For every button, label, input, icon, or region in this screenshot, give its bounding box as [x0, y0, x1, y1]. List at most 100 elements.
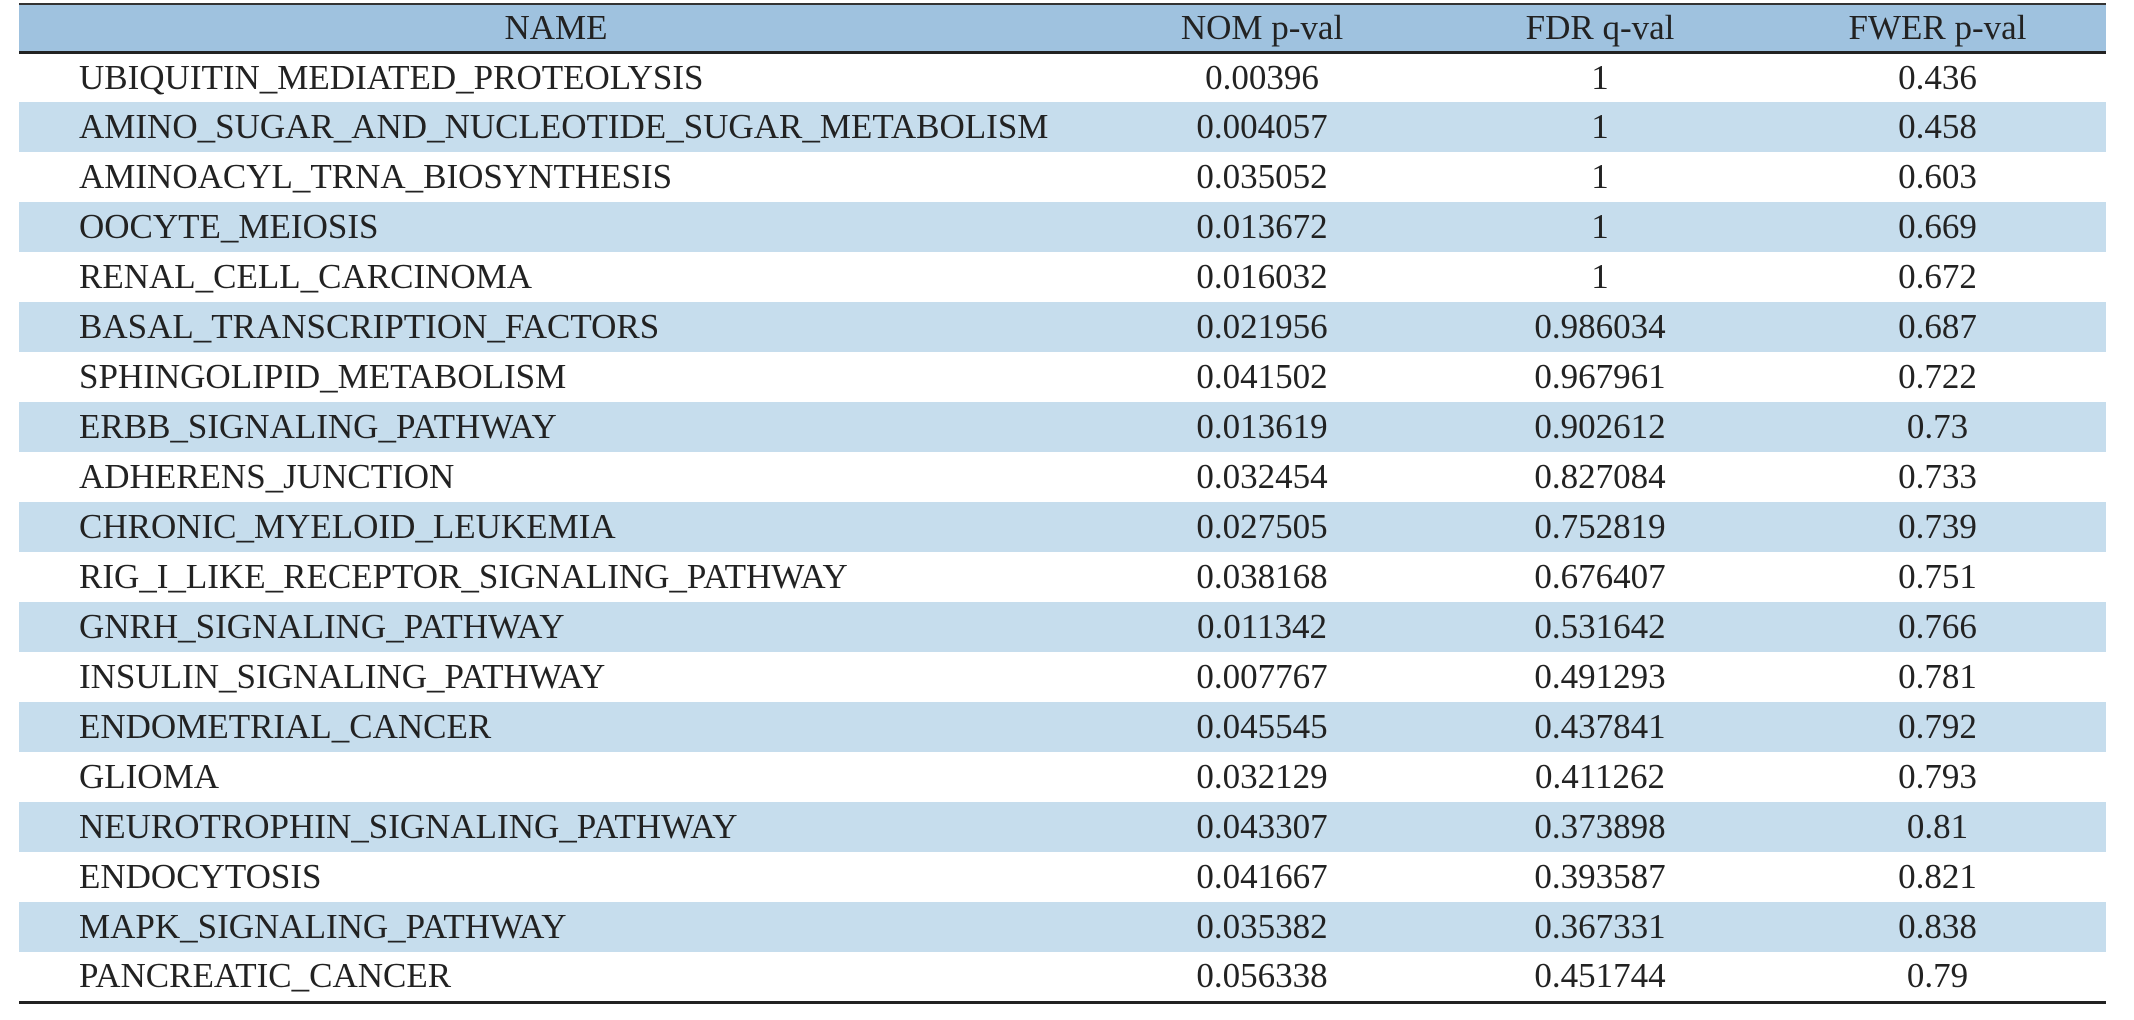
pathway-name: ENDOMETRIAL_CANCER	[79, 707, 492, 746]
value-cell: 0.603	[1898, 157, 1977, 196]
value-cell: 0.781	[1898, 657, 1977, 696]
table-row: GLIOMA 0.032129 0.411262 0.793	[19, 752, 2106, 802]
column-header: NAME	[504, 7, 608, 47]
table-row: PANCREATIC_CANCER 0.056338 0.451744 0.79	[19, 952, 2106, 1002]
column-header: NOM p-val	[1180, 7, 1344, 47]
table-row: ERBB_SIGNALING_PATHWAY 0.013619 0.902612 0.…	[19, 402, 2106, 452]
value-cell: 0.021956	[1196, 307, 1328, 346]
pathway-name: AMINO_SUGAR_AND_NUCLEOTIDE_SUGAR_METABOL…	[79, 107, 1049, 146]
table-row: RENAL_CELL_CARCINOMA 0.016032 1 0.672	[19, 252, 2106, 302]
pathway-name: NEUROTROPHIN_SIGNALING_PATHWAY	[79, 807, 738, 846]
value-cell: 0.027505	[1196, 507, 1328, 546]
table-header: NAME NOM p-val FDR q-val FWER p-val	[19, 4, 2106, 52]
pathway-name: GNRH_SIGNALING_PATHWAY	[79, 607, 565, 646]
results-table: NAME NOM p-val FDR q-val FWER p-val UBIQUIT…	[19, 3, 2106, 1004]
value-cell: 0.035052	[1196, 157, 1328, 196]
pathway-name: UBIQUITIN_MEDIATED_PROTEOLYSIS	[79, 57, 704, 97]
pathway-name: GLIOMA	[79, 757, 219, 796]
value-cell: 0.792	[1898, 707, 1977, 746]
value-cell: 0.827084	[1534, 457, 1666, 496]
value-cell: 0.79	[1906, 956, 1969, 996]
value-cell: 0.367331	[1534, 907, 1666, 946]
table-row: ADHERENS_JUNCTION 0.032454 0.827084 0.733	[19, 452, 2106, 502]
pathway-name: ERBB_SIGNALING_PATHWAY	[79, 407, 557, 446]
pathway-name: BASAL_TRANSCRIPTION_FACTORS	[79, 307, 660, 346]
value-cell: 0.045545	[1196, 707, 1328, 746]
value-cell: 1	[1591, 157, 1609, 196]
value-cell: 0.967961	[1534, 357, 1666, 396]
value-cell: 0.056338	[1196, 956, 1328, 996]
table-body: UBIQUITIN_MEDIATED_PROTEOLYSIS 0.00396 1 0.…	[19, 52, 2106, 1002]
table-row: INSULIN_SIGNALING_PATHWAY 0.007767 0.49129…	[19, 652, 2106, 702]
table-row: MAPK_SIGNALING_PATHWAY 0.035382 0.367331 0.…	[19, 902, 2106, 952]
value-cell: 0.393587	[1534, 857, 1666, 896]
table-row: BASAL_TRANSCRIPTION_FACTORS 0.021956 0.986…	[19, 302, 2106, 352]
value-cell: 0.004057	[1196, 107, 1328, 146]
pathway-name: ENDOCYTOSIS	[79, 857, 322, 896]
pathway-name: INSULIN_SIGNALING_PATHWAY	[79, 657, 606, 696]
table-row: SPHINGOLIPID_METABOLISM 0.041502 0.967961 0…	[19, 352, 2106, 402]
value-cell: 0.437841	[1534, 707, 1666, 746]
value-cell: 0.733	[1898, 457, 1977, 496]
value-cell: 0.458	[1898, 107, 1977, 146]
value-cell: 0.373898	[1534, 807, 1666, 846]
value-cell: 0.043307	[1196, 807, 1328, 846]
value-cell: 0.986034	[1534, 307, 1666, 346]
header-row: NAME NOM p-val FDR q-val FWER p-val	[19, 4, 2106, 52]
table-row: NEUROTROPHIN_SIGNALING_PATHWAY 0.043307 0.…	[19, 802, 2106, 852]
pathway-name: RENAL_CELL_CARCINOMA	[79, 257, 533, 296]
value-cell: 0.451744	[1534, 956, 1666, 996]
value-cell: 0.041502	[1196, 357, 1328, 396]
value-cell: 1	[1591, 207, 1609, 246]
column-header: FDR q-val	[1525, 7, 1675, 47]
value-cell: 0.722	[1898, 357, 1977, 396]
value-cell: 0.752819	[1534, 507, 1666, 546]
value-cell: 0.766	[1898, 607, 1977, 646]
value-cell: 0.007767	[1196, 657, 1328, 696]
value-cell: 0.013619	[1196, 407, 1328, 446]
value-cell: 0.687	[1898, 307, 1977, 346]
value-cell: 0.491293	[1534, 657, 1666, 696]
value-cell: 0.751	[1898, 557, 1977, 596]
value-cell: 0.041667	[1196, 857, 1328, 896]
value-cell: 0.436	[1898, 57, 1977, 97]
column-header: FWER p-val	[1848, 7, 2027, 47]
value-cell: 0.821	[1898, 857, 1977, 896]
value-cell: 1	[1591, 107, 1609, 146]
value-cell: 0.00396	[1205, 57, 1319, 97]
value-cell: 0.411262	[1535, 757, 1665, 796]
pathway-name: SPHINGOLIPID_METABOLISM	[79, 357, 567, 396]
table-row: CHRONIC_MYELOID_LEUKEMIA 0.027505 0.752819…	[19, 502, 2106, 552]
value-cell: 0.838	[1898, 907, 1977, 946]
pathway-name: PANCREATIC_CANCER	[79, 956, 452, 996]
table-row: AMINO_SUGAR_AND_NUCLEOTIDE_SUGAR_METABOL…	[19, 102, 2106, 152]
table-row: ENDOCYTOSIS 0.041667 0.393587 0.821	[19, 852, 2106, 902]
pathway-name: AMINOACYL_TRNA_BIOSYNTHESIS	[79, 157, 673, 196]
value-cell: 0.531642	[1534, 607, 1666, 646]
pathway-name: ADHERENS_JUNCTION	[79, 457, 455, 496]
table-row: RIG_I_LIKE_RECEPTOR_SIGNALING_PATHWAY 0.0…	[19, 552, 2106, 602]
table-row: UBIQUITIN_MEDIATED_PROTEOLYSIS 0.00396 1 0.…	[19, 52, 2106, 102]
value-cell: 0.038168	[1196, 557, 1328, 596]
value-cell: 0.81	[1906, 807, 1969, 846]
value-cell: 0.676407	[1534, 557, 1666, 596]
pathway-name: MAPK_SIGNALING_PATHWAY	[79, 907, 567, 946]
value-cell: 0.032129	[1196, 757, 1328, 796]
value-cell: 0.669	[1898, 207, 1977, 246]
value-cell: 0.035382	[1196, 907, 1328, 946]
pathway-name: RIG_I_LIKE_RECEPTOR_SIGNALING_PATHWAY	[79, 557, 848, 596]
table-row: OOCYTE_MEIOSIS 0.013672 1 0.669	[19, 202, 2106, 252]
table-row: AMINOACYL_TRNA_BIOSYNTHESIS 0.035052 1 0.60…	[19, 152, 2106, 202]
value-cell: 1	[1591, 257, 1609, 296]
value-cell: 0.73	[1906, 407, 1969, 446]
pathway-name: CHRONIC_MYELOID_LEUKEMIA	[79, 507, 616, 546]
value-cell: 0.013672	[1196, 207, 1328, 246]
value-cell: 0.739	[1898, 507, 1977, 546]
value-cell: 0.902612	[1534, 407, 1666, 446]
table-row: GNRH_SIGNALING_PATHWAY 0.011342 0.531642 0.…	[19, 602, 2106, 652]
value-cell: 0.032454	[1196, 457, 1328, 496]
value-cell: 0.011342	[1197, 607, 1327, 646]
value-cell: 0.793	[1898, 757, 1977, 796]
